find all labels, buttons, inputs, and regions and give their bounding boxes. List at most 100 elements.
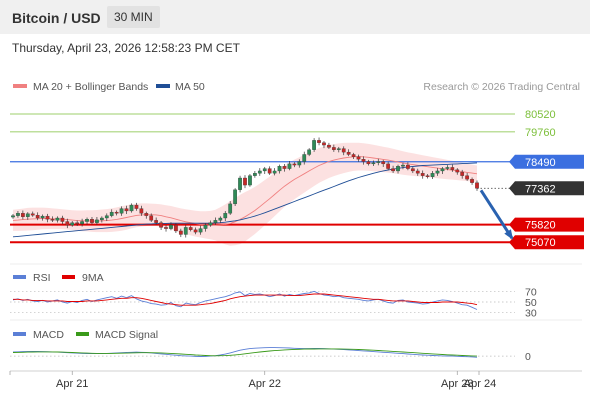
- candle[interactable]: [475, 180, 479, 191]
- candle[interactable]: [470, 177, 474, 185]
- candle-body: [35, 215, 40, 219]
- candle[interactable]: [65, 218, 70, 229]
- candle[interactable]: [134, 202, 139, 211]
- candle[interactable]: [425, 174, 430, 179]
- candle[interactable]: [178, 228, 183, 238]
- candle[interactable]: [455, 168, 460, 175]
- candle[interactable]: [16, 211, 20, 218]
- candle[interactable]: [243, 175, 247, 189]
- candle[interactable]: [371, 160, 376, 166]
- candle[interactable]: [213, 217, 218, 225]
- candle[interactable]: [257, 168, 262, 176]
- candle[interactable]: [139, 205, 144, 216]
- candle[interactable]: [406, 162, 410, 171]
- candle[interactable]: [109, 209, 114, 218]
- candle[interactable]: [307, 148, 312, 157]
- candle[interactable]: [193, 227, 198, 235]
- candle[interactable]: [183, 224, 188, 238]
- candle[interactable]: [55, 216, 60, 223]
- candle[interactable]: [253, 171, 257, 178]
- candle[interactable]: [327, 142, 331, 150]
- candle[interactable]: [159, 221, 163, 230]
- candle[interactable]: [174, 223, 178, 234]
- candle[interactable]: [129, 203, 134, 213]
- candle[interactable]: [95, 217, 99, 225]
- candle[interactable]: [203, 223, 208, 232]
- candle[interactable]: [99, 216, 104, 223]
- candle[interactable]: [346, 149, 351, 157]
- candle[interactable]: [40, 214, 45, 221]
- candle[interactable]: [272, 168, 277, 176]
- candle[interactable]: [70, 221, 75, 227]
- candle[interactable]: [223, 211, 228, 222]
- candle[interactable]: [336, 146, 341, 153]
- candle[interactable]: [154, 217, 159, 225]
- candle[interactable]: [361, 156, 366, 165]
- interval-button[interactable]: 30 MIN: [107, 6, 160, 28]
- candle[interactable]: [198, 225, 203, 235]
- candle[interactable]: [282, 164, 287, 172]
- candle[interactable]: [287, 161, 292, 171]
- candle[interactable]: [85, 217, 89, 225]
- candle[interactable]: [144, 211, 149, 219]
- candle[interactable]: [45, 213, 50, 223]
- candle[interactable]: [341, 146, 346, 156]
- candle[interactable]: [317, 137, 321, 146]
- candle[interactable]: [331, 144, 336, 152]
- candle[interactable]: [401, 162, 405, 170]
- candle[interactable]: [312, 138, 316, 152]
- candle[interactable]: [302, 151, 307, 165]
- candle[interactable]: [11, 214, 15, 219]
- candle[interactable]: [238, 175, 242, 193]
- candle[interactable]: [386, 161, 391, 171]
- candle[interactable]: [465, 172, 469, 181]
- candle[interactable]: [248, 174, 252, 187]
- candle[interactable]: [119, 206, 124, 216]
- candle[interactable]: [30, 211, 35, 217]
- candle[interactable]: [376, 158, 381, 166]
- candle[interactable]: [450, 164, 455, 172]
- candle[interactable]: [90, 216, 94, 225]
- candle[interactable]: [410, 166, 415, 174]
- candle[interactable]: [292, 162, 297, 168]
- candle[interactable]: [440, 166, 445, 174]
- candle[interactable]: [75, 220, 80, 226]
- candle[interactable]: [233, 188, 237, 206]
- candle[interactable]: [124, 205, 129, 214]
- candle-body: [198, 228, 203, 233]
- candle[interactable]: [415, 168, 420, 176]
- candle[interactable]: [35, 212, 40, 221]
- candle[interactable]: [391, 165, 395, 174]
- candle[interactable]: [188, 225, 193, 232]
- candle[interactable]: [228, 201, 233, 215]
- candle[interactable]: [169, 222, 173, 231]
- candle[interactable]: [420, 170, 425, 179]
- candle[interactable]: [149, 213, 154, 222]
- candle[interactable]: [356, 154, 361, 162]
- candle[interactable]: [381, 159, 386, 167]
- candle[interactable]: [104, 213, 109, 222]
- candle[interactable]: [21, 210, 25, 220]
- candle[interactable]: [208, 220, 213, 227]
- candle[interactable]: [60, 215, 65, 225]
- candle[interactable]: [25, 212, 30, 220]
- candle[interactable]: [297, 159, 302, 168]
- candle[interactable]: [351, 152, 356, 159]
- candle[interactable]: [267, 166, 272, 175]
- candle[interactable]: [322, 141, 326, 149]
- candle[interactable]: [445, 165, 450, 171]
- candle[interactable]: [164, 225, 168, 232]
- candle[interactable]: [396, 164, 400, 174]
- candle[interactable]: [430, 171, 435, 179]
- candle[interactable]: [50, 216, 55, 222]
- candle[interactable]: [277, 164, 282, 174]
- candle[interactable]: [218, 216, 223, 223]
- candle[interactable]: [435, 168, 440, 176]
- candle[interactable]: [114, 210, 119, 216]
- candle[interactable]: [460, 169, 465, 179]
- candle[interactable]: [80, 218, 84, 227]
- candle[interactable]: [366, 159, 371, 166]
- candle-body: [450, 167, 455, 170]
- candle[interactable]: [262, 166, 267, 174]
